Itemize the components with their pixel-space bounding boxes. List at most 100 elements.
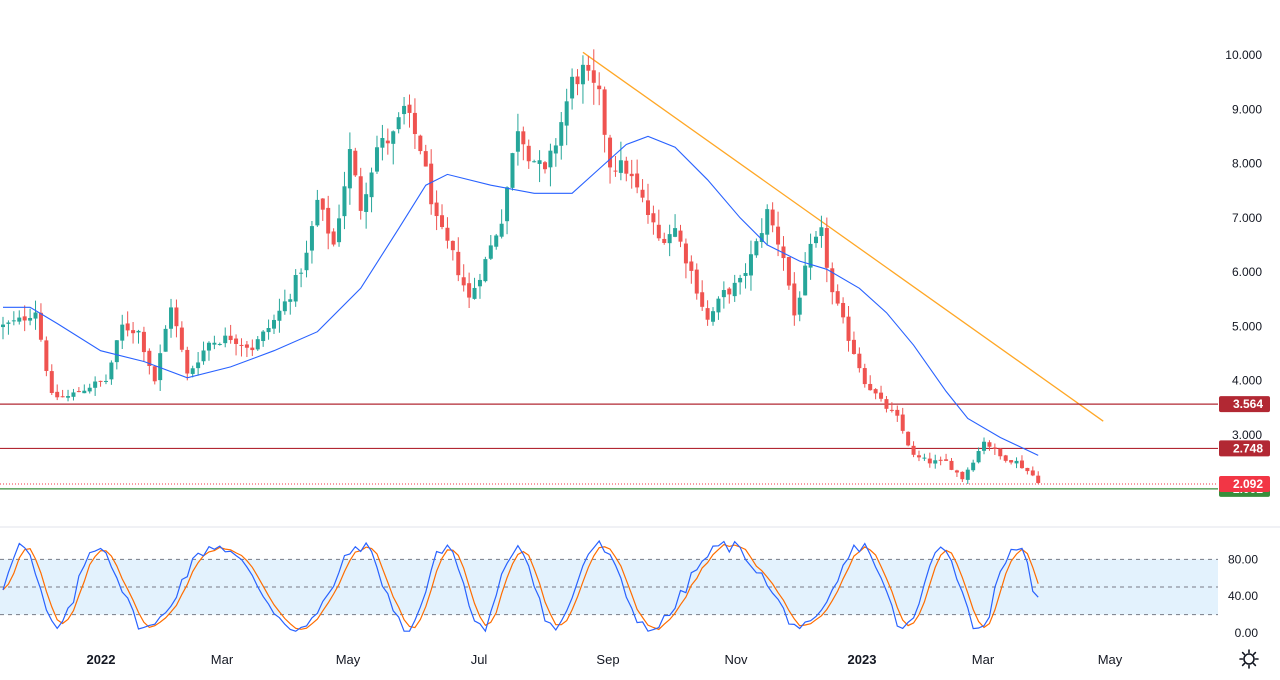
candle[interactable] bbox=[152, 366, 157, 385]
candle[interactable] bbox=[38, 303, 43, 342]
candle[interactable] bbox=[998, 447, 1003, 460]
candle[interactable] bbox=[147, 348, 152, 375]
candle[interactable] bbox=[28, 308, 33, 326]
candle[interactable] bbox=[358, 167, 363, 220]
candle[interactable] bbox=[255, 336, 260, 351]
candle[interactable] bbox=[851, 331, 856, 355]
candle[interactable] bbox=[374, 135, 379, 174]
candle[interactable] bbox=[927, 452, 932, 468]
candle[interactable] bbox=[477, 273, 482, 299]
candle[interactable] bbox=[808, 233, 813, 280]
candle[interactable] bbox=[689, 255, 694, 284]
candle[interactable] bbox=[282, 289, 287, 315]
candle[interactable] bbox=[412, 98, 417, 149]
candle[interactable] bbox=[206, 341, 211, 361]
candle[interactable] bbox=[971, 459, 976, 472]
candle[interactable] bbox=[33, 300, 38, 330]
price-pane[interactable] bbox=[0, 49, 1218, 490]
candle[interactable] bbox=[71, 388, 76, 401]
stochastic-pane[interactable] bbox=[0, 539, 1218, 633]
candle[interactable] bbox=[342, 171, 347, 230]
candle[interactable] bbox=[320, 198, 325, 221]
candle[interactable] bbox=[721, 281, 726, 309]
candles[interactable] bbox=[1, 49, 1041, 484]
candle[interactable] bbox=[797, 291, 802, 322]
stochastic-d-line[interactable] bbox=[2, 543, 1039, 631]
candle[interactable] bbox=[223, 327, 228, 348]
candle[interactable] bbox=[651, 205, 656, 235]
candle[interactable] bbox=[326, 195, 331, 250]
candle[interactable] bbox=[472, 277, 477, 300]
candle[interactable] bbox=[933, 454, 938, 469]
candle[interactable] bbox=[553, 138, 558, 167]
candle[interactable] bbox=[261, 330, 266, 347]
candle[interactable] bbox=[201, 341, 206, 365]
candle[interactable] bbox=[597, 72, 602, 106]
candle[interactable] bbox=[645, 183, 650, 224]
candle[interactable] bbox=[857, 347, 862, 373]
candle[interactable] bbox=[66, 389, 71, 402]
candle[interactable] bbox=[55, 384, 60, 401]
candle[interactable] bbox=[1036, 471, 1041, 484]
candle[interactable] bbox=[499, 209, 504, 239]
candle[interactable] bbox=[483, 256, 488, 283]
candle[interactable] bbox=[732, 274, 737, 302]
trendline[interactable] bbox=[582, 51, 1104, 422]
candle[interactable] bbox=[125, 311, 130, 337]
candle[interactable] bbox=[11, 311, 16, 326]
candle[interactable] bbox=[624, 156, 629, 182]
candle[interactable] bbox=[868, 375, 873, 391]
candle[interactable] bbox=[586, 55, 591, 81]
candle[interactable] bbox=[272, 314, 276, 335]
candle[interactable] bbox=[174, 299, 179, 338]
candle[interactable] bbox=[309, 221, 314, 264]
candle[interactable] bbox=[250, 339, 255, 356]
candle[interactable] bbox=[743, 263, 748, 289]
candle[interactable] bbox=[895, 405, 900, 422]
candle[interactable] bbox=[169, 298, 174, 338]
candle[interactable] bbox=[629, 159, 634, 189]
candle[interactable] bbox=[711, 307, 716, 326]
candle[interactable] bbox=[364, 182, 369, 229]
candle[interactable] bbox=[786, 256, 791, 290]
candle[interactable] bbox=[976, 447, 981, 464]
candle[interactable] bbox=[141, 326, 146, 362]
candle[interactable] bbox=[461, 264, 466, 292]
candle[interactable] bbox=[678, 224, 683, 248]
candle[interactable] bbox=[49, 364, 54, 396]
candle[interactable] bbox=[776, 211, 781, 257]
candle[interactable] bbox=[385, 128, 390, 155]
candle[interactable] bbox=[304, 240, 309, 278]
candle[interactable] bbox=[244, 340, 249, 358]
candle[interactable] bbox=[293, 269, 298, 307]
candle[interactable] bbox=[196, 352, 201, 376]
candle[interactable] bbox=[488, 234, 493, 260]
candle[interactable] bbox=[618, 141, 623, 181]
candle[interactable] bbox=[1025, 467, 1030, 475]
candle[interactable] bbox=[337, 204, 342, 247]
candle[interactable] bbox=[911, 441, 916, 458]
candle[interactable] bbox=[846, 305, 851, 352]
candle[interactable] bbox=[841, 297, 846, 324]
candle[interactable] bbox=[239, 338, 244, 357]
candle[interactable] bbox=[992, 443, 997, 455]
candle[interactable] bbox=[960, 471, 965, 483]
candle[interactable] bbox=[423, 144, 428, 167]
candle[interactable] bbox=[434, 190, 439, 231]
candle[interactable] bbox=[922, 453, 927, 461]
candle[interactable] bbox=[185, 346, 190, 381]
candle[interactable] bbox=[98, 380, 103, 387]
candle[interactable] bbox=[803, 252, 808, 296]
candle[interactable] bbox=[60, 389, 65, 398]
candle[interactable] bbox=[770, 202, 775, 233]
candle[interactable] bbox=[136, 329, 141, 344]
candle[interactable] bbox=[559, 111, 564, 160]
candle[interactable] bbox=[103, 374, 108, 385]
candle[interactable] bbox=[884, 396, 889, 413]
candle[interactable] bbox=[1019, 455, 1024, 469]
candle[interactable] bbox=[982, 437, 987, 455]
candle[interactable] bbox=[591, 49, 596, 105]
candle[interactable] bbox=[353, 147, 358, 177]
candle[interactable] bbox=[440, 204, 445, 230]
candle[interactable] bbox=[131, 322, 136, 344]
